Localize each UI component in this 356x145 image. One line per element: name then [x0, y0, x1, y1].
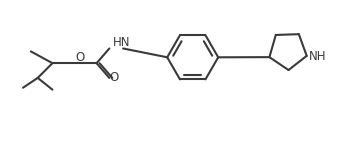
Text: HN: HN: [113, 36, 131, 49]
Text: NH: NH: [309, 50, 326, 63]
Text: O: O: [75, 51, 84, 64]
Text: O: O: [110, 71, 119, 84]
